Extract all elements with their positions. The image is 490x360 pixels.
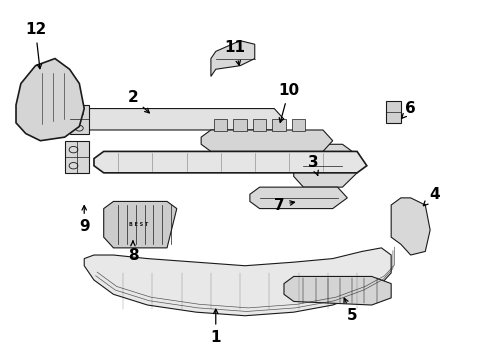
Polygon shape — [94, 152, 367, 173]
Polygon shape — [284, 276, 391, 305]
Polygon shape — [65, 141, 89, 173]
Text: 2: 2 — [127, 90, 149, 113]
Polygon shape — [16, 59, 84, 141]
Bar — [292, 119, 305, 131]
Bar — [214, 119, 227, 131]
Polygon shape — [84, 248, 391, 316]
Polygon shape — [211, 41, 255, 76]
Text: 11: 11 — [225, 40, 246, 65]
Text: B E S T: B E S T — [129, 222, 148, 227]
Text: 5: 5 — [344, 298, 358, 323]
Text: 8: 8 — [127, 241, 138, 262]
Text: 1: 1 — [211, 309, 221, 345]
Text: 7: 7 — [274, 198, 294, 212]
Polygon shape — [386, 102, 401, 123]
Polygon shape — [79, 109, 284, 130]
Polygon shape — [294, 144, 357, 187]
Text: 6: 6 — [402, 101, 416, 118]
Text: 10: 10 — [278, 83, 299, 122]
Text: 4: 4 — [423, 187, 441, 206]
Text: 9: 9 — [79, 206, 90, 234]
Text: 12: 12 — [25, 22, 46, 69]
Polygon shape — [104, 202, 177, 248]
Bar — [253, 119, 267, 131]
Polygon shape — [391, 198, 430, 255]
Polygon shape — [70, 105, 89, 134]
Polygon shape — [201, 130, 333, 152]
Polygon shape — [250, 187, 347, 208]
Bar — [233, 119, 247, 131]
Text: 3: 3 — [308, 155, 319, 175]
Bar — [272, 119, 286, 131]
